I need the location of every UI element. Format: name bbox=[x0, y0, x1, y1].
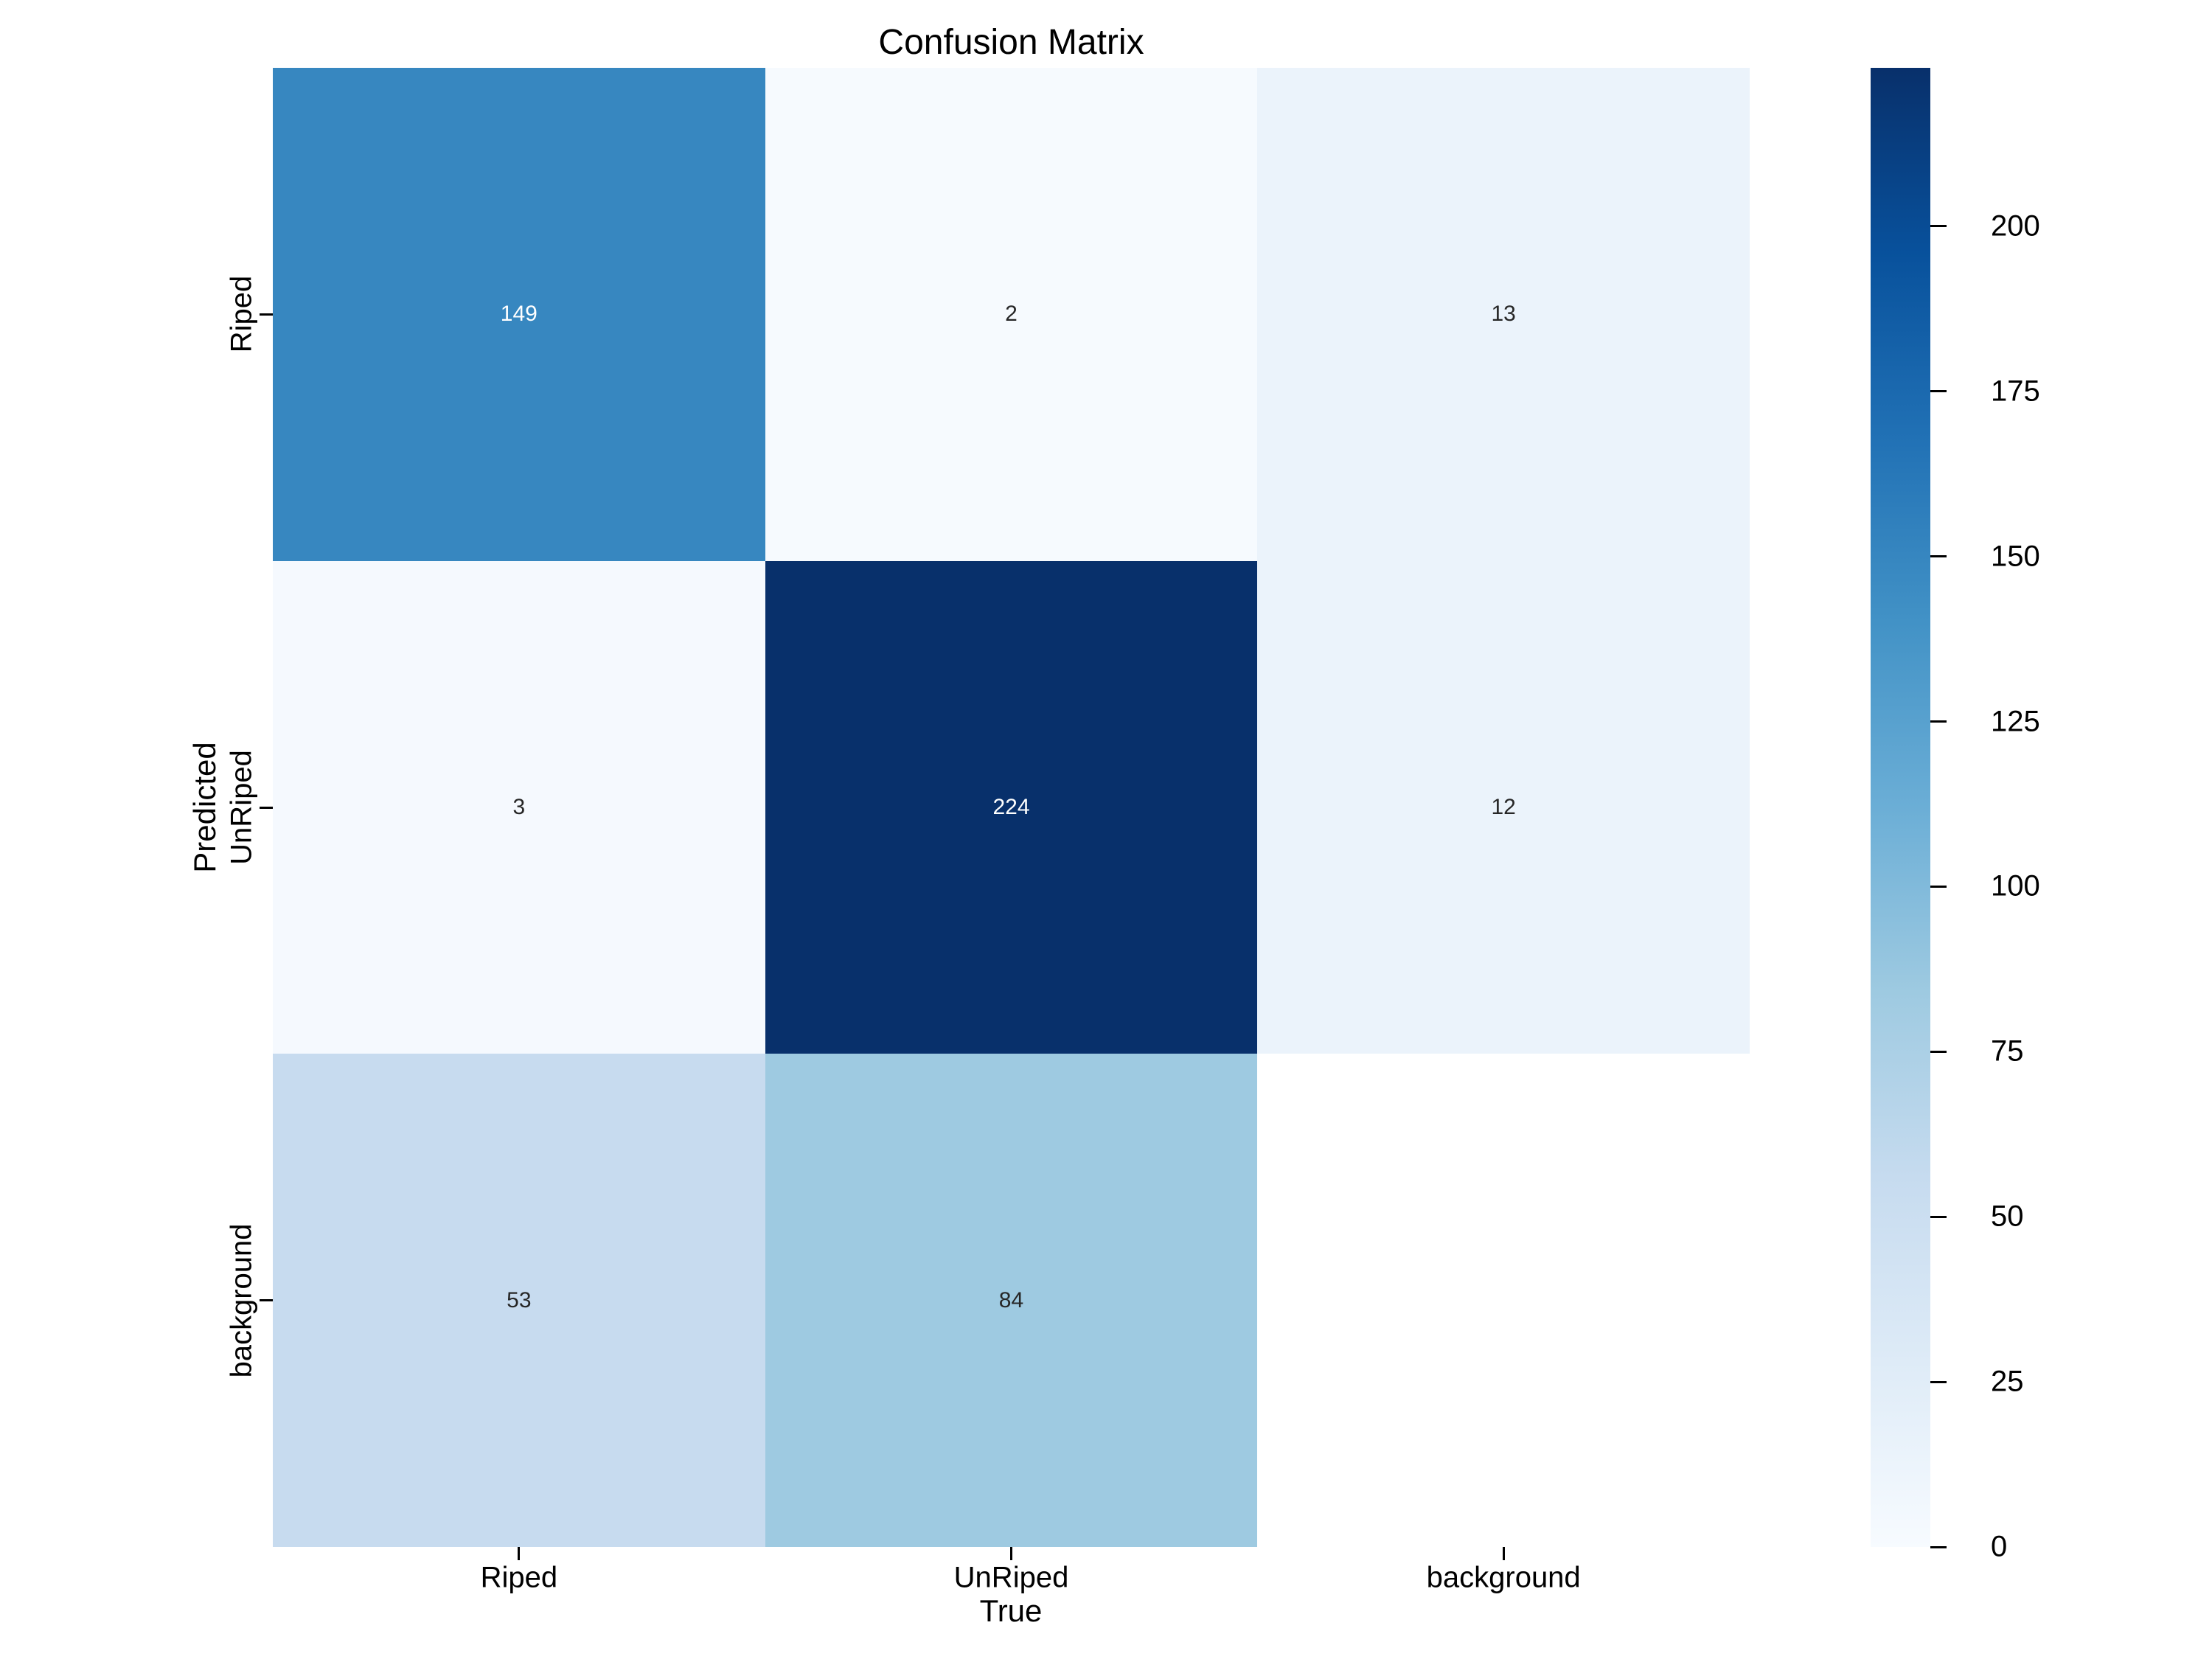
colorbar-tick-mark bbox=[1930, 225, 1947, 228]
colorbar-tick-label: 50 bbox=[1991, 1200, 2024, 1233]
y-tick-mark bbox=[260, 806, 273, 809]
colorbar-gradient bbox=[1871, 68, 1930, 1547]
heatmap-cell: 224 bbox=[765, 560, 1258, 1054]
colorbar-tick-mark bbox=[1930, 885, 1947, 888]
heatmap-cell: 3 bbox=[273, 560, 765, 1054]
x-axis-label: True bbox=[979, 1593, 1043, 1628]
heatmap-cell bbox=[1257, 1054, 1750, 1547]
chart-title: Confusion Matrix bbox=[878, 23, 1144, 62]
cell-value: 84 bbox=[998, 1287, 1024, 1312]
colorbar bbox=[1871, 68, 1930, 1547]
cell-value: 149 bbox=[500, 302, 538, 327]
colorbar-tick-label: 25 bbox=[1991, 1365, 2024, 1398]
heatmap-cell: 12 bbox=[1257, 560, 1750, 1054]
cell-value: 13 bbox=[1491, 302, 1516, 327]
colorbar-tick-mark bbox=[1930, 720, 1947, 723]
colorbar-tick-label: 150 bbox=[1991, 540, 2040, 573]
heatmap-cell: 53 bbox=[273, 1054, 765, 1547]
colorbar-tick-label: 125 bbox=[1991, 705, 2040, 738]
y-tick-mark bbox=[260, 1299, 273, 1302]
y-tick-label: UnRiped bbox=[225, 750, 258, 865]
heatmap-cell: 2 bbox=[765, 68, 1258, 561]
colorbar-tick-mark bbox=[1930, 390, 1947, 393]
colorbar-tick-label: 100 bbox=[1991, 869, 2040, 902]
colorbar-tick-label: 0 bbox=[1991, 1530, 2008, 1563]
heatmap-cell: 149 bbox=[273, 68, 765, 561]
y-tick-mark bbox=[260, 313, 273, 316]
cell-value: 3 bbox=[512, 794, 526, 819]
x-tick-mark bbox=[1502, 1547, 1505, 1560]
x-tick-label: UnRiped bbox=[953, 1561, 1069, 1594]
heatmap-cell: 84 bbox=[765, 1054, 1258, 1547]
heatmap-grid: 149 2 13 3 224 12 53 84 bbox=[273, 68, 1750, 1547]
x-tick-label: background bbox=[1426, 1561, 1581, 1594]
colorbar-tick-label: 200 bbox=[1991, 209, 2040, 243]
colorbar-tick-label: 75 bbox=[1991, 1034, 2024, 1068]
x-tick-mark bbox=[518, 1547, 521, 1560]
cell-value: 2 bbox=[1005, 302, 1018, 327]
colorbar-tick-mark bbox=[1930, 1050, 1947, 1053]
x-tick-label: Riped bbox=[480, 1561, 558, 1594]
colorbar-tick-label: 175 bbox=[1991, 375, 2040, 408]
y-axis-label: Predicted bbox=[187, 742, 222, 873]
colorbar-tick-mark bbox=[1930, 1545, 1947, 1548]
y-tick-label: background bbox=[225, 1223, 258, 1378]
cell-value: 53 bbox=[507, 1287, 532, 1312]
colorbar-tick-mark bbox=[1930, 1380, 1947, 1383]
colorbar-tick-mark bbox=[1930, 1215, 1947, 1218]
cell-value: 224 bbox=[992, 794, 1030, 819]
cell-value: 12 bbox=[1491, 794, 1516, 819]
colorbar-tick-mark bbox=[1930, 555, 1947, 558]
y-tick-label: Riped bbox=[225, 276, 258, 353]
x-tick-mark bbox=[1010, 1547, 1012, 1560]
heatmap-cell: 13 bbox=[1257, 68, 1750, 561]
